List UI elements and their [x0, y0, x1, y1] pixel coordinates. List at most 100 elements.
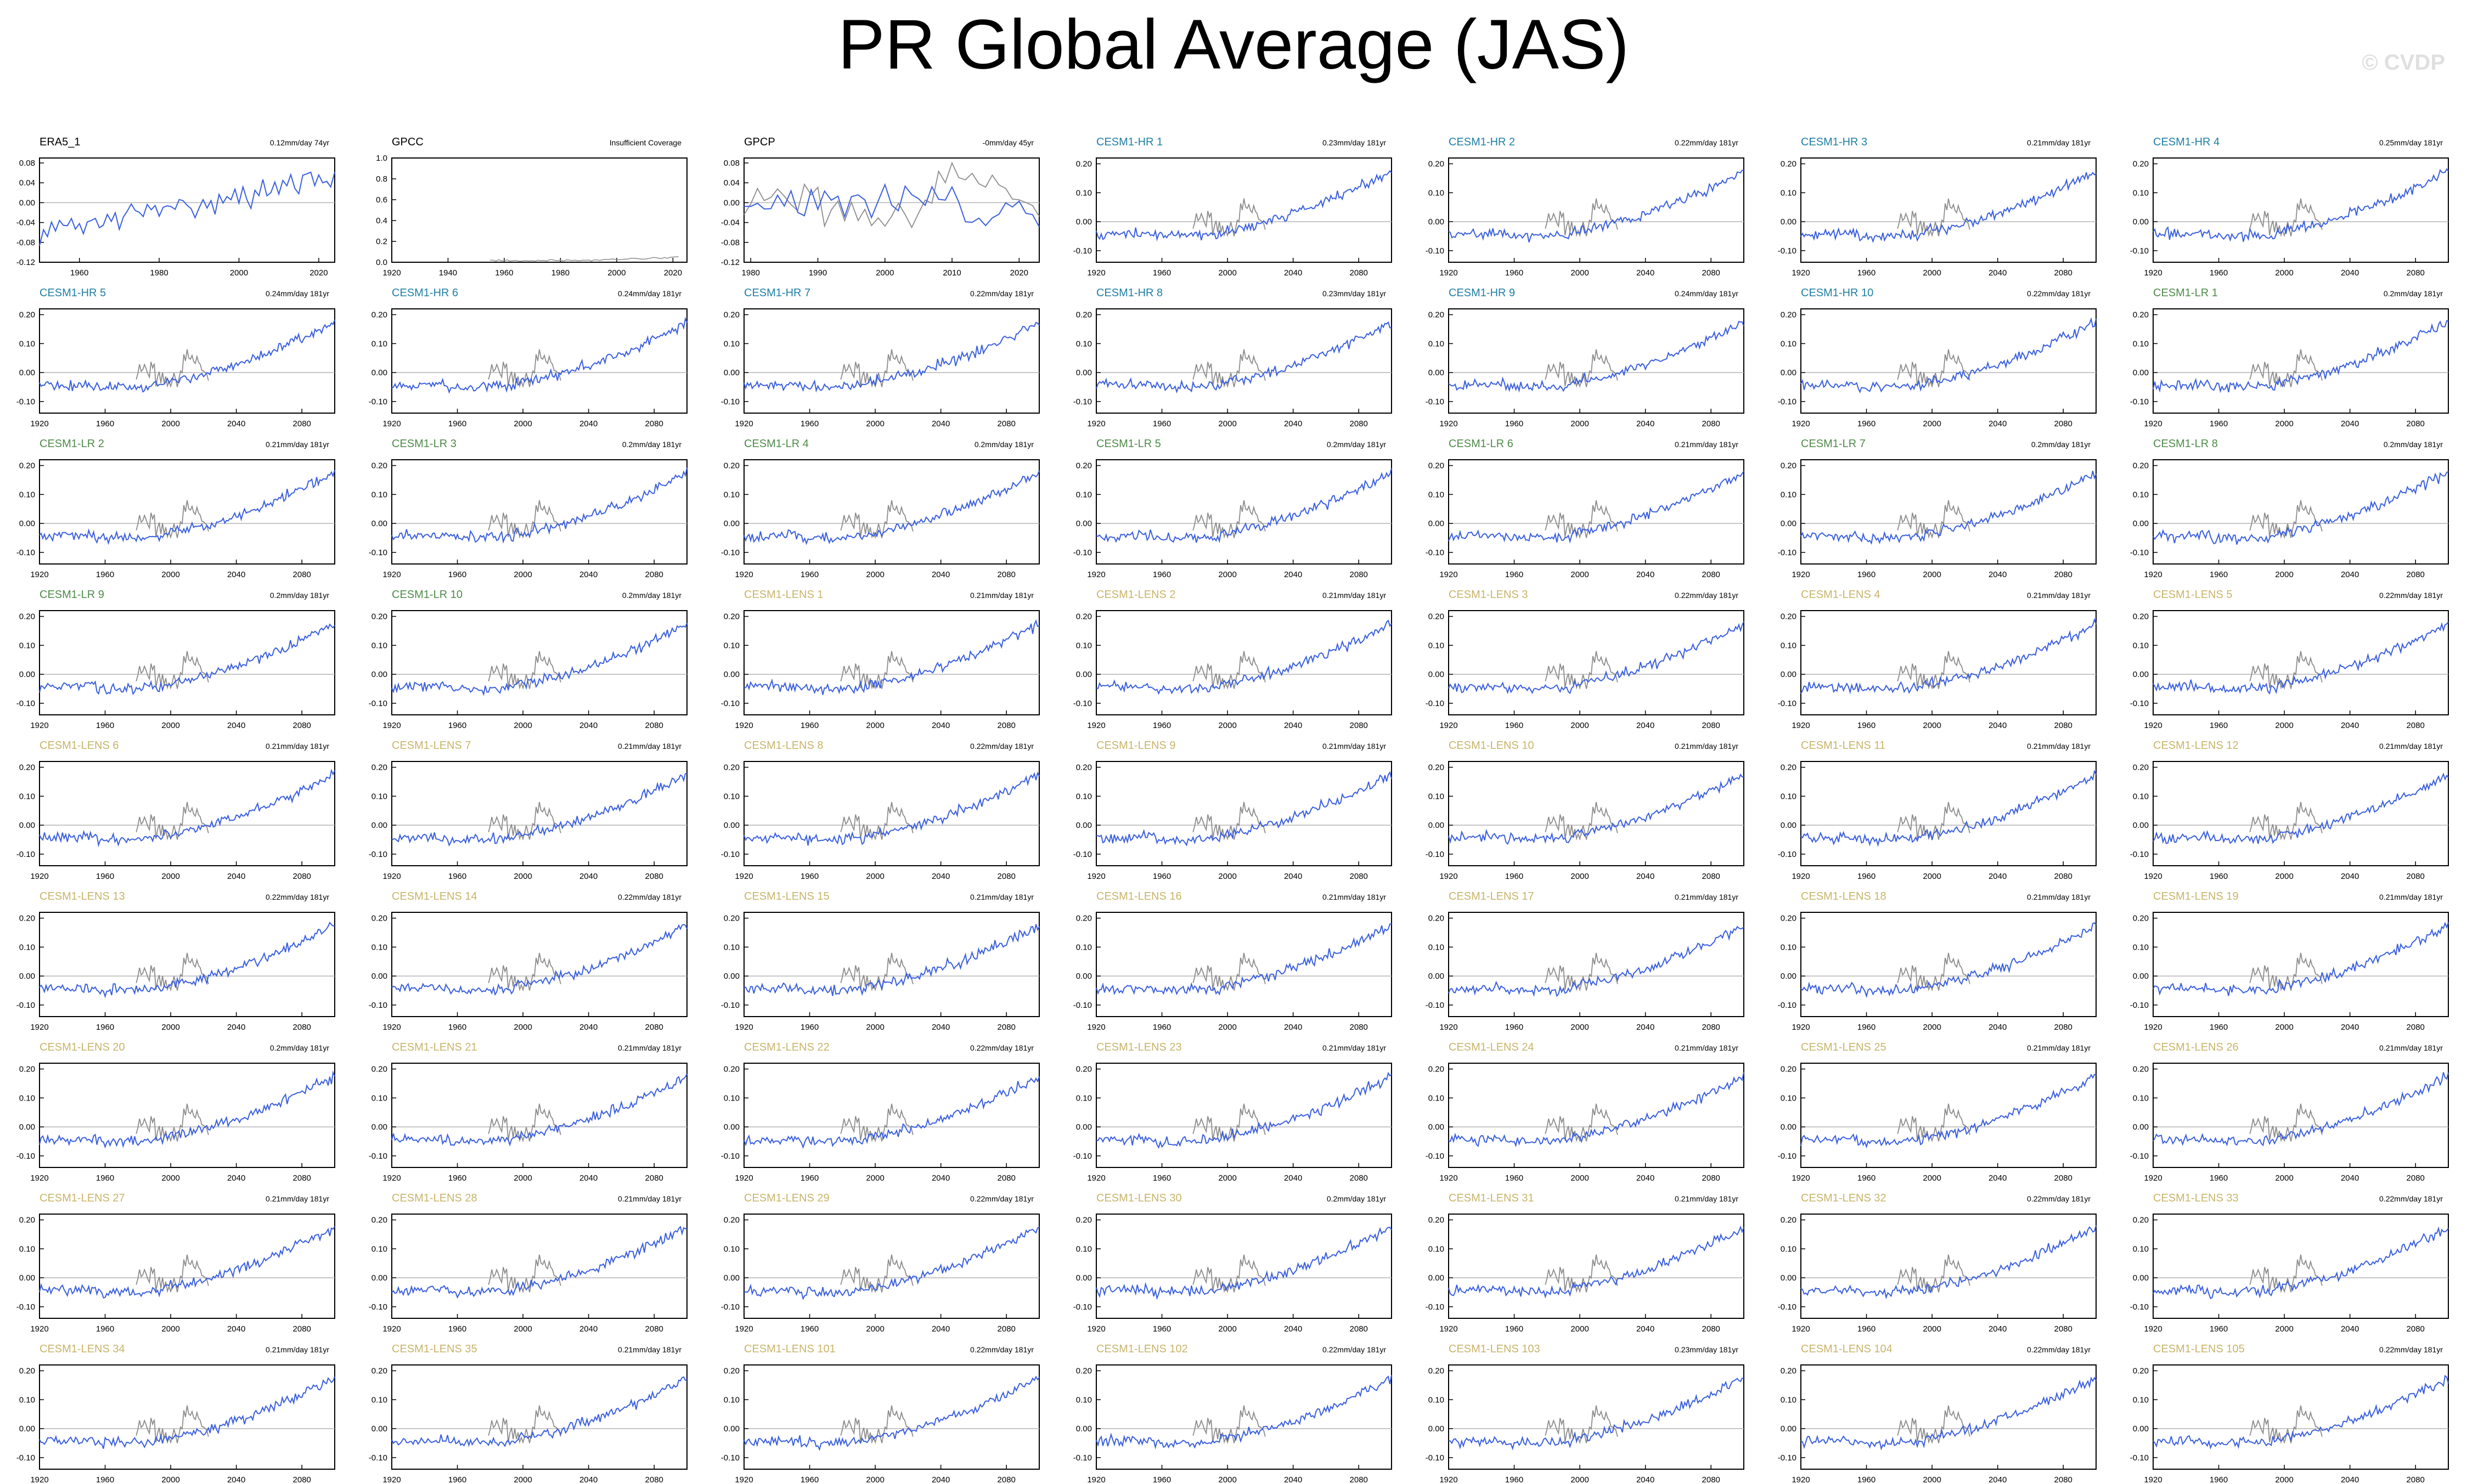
panel-title: CESM1-HR 6 [392, 287, 459, 299]
y-tick-label: 0.10 [19, 339, 35, 348]
x-tick-label: 1960 [1857, 570, 1875, 579]
x-tick-label: 2080 [2054, 1475, 2072, 1484]
plot-frame [391, 610, 688, 715]
y-tick-label: 0.10 [371, 490, 387, 499]
x-tick-label: 2080 [293, 1173, 311, 1183]
plot-frame [1800, 1214, 2097, 1319]
panel-plot: -0.10 0.00 0.10 0.20 1920 1960 2000 2040 2080 [721, 1214, 1040, 1334]
y-tick-label: 0.10 [2133, 792, 2149, 801]
observation-series-line [136, 802, 209, 841]
y-tick-label: -0.10 [369, 850, 387, 859]
panel-plot: -0.10 0.00 0.10 0.20 1920 1960 2000 2040 2080 [369, 459, 688, 579]
chart-panel: CESM1-HR 8 0.23mm/day 181yr -0.10 0.00 0.10 0… [1057, 167, 1409, 428]
y-tick-label: 0.20 [724, 1216, 740, 1225]
x-tick-label: 1920 [2144, 872, 2162, 881]
y-tick-label: 0.20 [2133, 763, 2149, 772]
panel-title: CESM1-LENS 102 [1096, 1343, 1188, 1355]
x-tick-label: 2000 [1218, 570, 1236, 579]
y-tick-label: 0.00 [1076, 217, 1092, 227]
x-tick-label: 1960 [1857, 721, 1875, 730]
model-series-line [391, 1226, 688, 1299]
panel-trend-stat: 0.22mm/day 181yr [2027, 1345, 2091, 1354]
y-tick-label: 0.6 [376, 195, 387, 205]
x-tick-label: 1920 [1792, 721, 1810, 730]
plot-frame [2153, 1214, 2449, 1319]
panel-title: CESM1-LENS 1 [744, 589, 824, 601]
panel-title: CESM1-HR 10 [1801, 287, 1874, 299]
y-tick-label: 0.20 [1428, 1367, 1444, 1376]
y-tick-label: 0.00 [2133, 1122, 2149, 1132]
x-tick-label: 1960 [1857, 1324, 1875, 1334]
model-series-line [1096, 923, 1392, 996]
x-tick-label: 1960 [448, 1475, 466, 1484]
panel-plot: -0.10 0.00 0.10 0.20 1920 1960 2000 2040 2080 [2130, 610, 2449, 730]
y-tick-label: 0.00 [1076, 972, 1092, 981]
panel-trend-stat: 0.25mm/day 181yr [2379, 138, 2443, 147]
x-tick-label: 1960 [1857, 1173, 1875, 1183]
chart-panel: CESM1-LENS 12 0.21mm/day 181yr -0.10 0.00 0.… [2114, 620, 2466, 881]
x-tick-label: 1920 [735, 570, 753, 579]
y-tick-label: -0.08 [16, 238, 35, 247]
x-tick-label: 1960 [801, 1023, 819, 1032]
y-tick-label: 0.20 [2133, 612, 2149, 622]
chart-panel: CESM1-LENS 35 0.21mm/day 181yr -0.10 0.00 0.… [352, 1223, 705, 1484]
x-tick-label: 2080 [645, 872, 663, 881]
plot-frame [1096, 308, 1392, 414]
x-tick-label: 2080 [2054, 721, 2072, 730]
x-tick-label: 2080 [2407, 419, 2425, 428]
x-tick-label: 2080 [1702, 872, 1720, 881]
x-tick-label: 1920 [30, 1324, 48, 1334]
panel-title: CESM1-LENS 17 [1449, 890, 1534, 902]
panel-trend-stat: 0.21mm/day 181yr [2027, 591, 2091, 600]
x-tick-label: 1920 [30, 1023, 48, 1032]
x-tick-label: 2000 [1218, 268, 1236, 278]
x-tick-label: 2040 [1636, 268, 1654, 278]
plot-frame [39, 308, 335, 414]
panel-title: CESM1-HR 7 [744, 287, 811, 299]
y-tick-label: -0.10 [1426, 1152, 1444, 1161]
observation-series-line [490, 256, 679, 262]
x-tick-label: 1920 [1087, 268, 1105, 278]
x-tick-label: 1960 [2210, 872, 2228, 881]
model-series-line [2153, 168, 2449, 242]
x-tick-label: 2040 [1636, 1173, 1654, 1183]
panel-title: CESM1-LENS 31 [1449, 1192, 1534, 1204]
y-tick-label: 0.10 [19, 943, 35, 952]
y-tick-label: 0.20 [371, 1367, 387, 1376]
y-tick-label: 0.00 [1076, 670, 1092, 679]
chart-panel: CESM1-LENS 33 0.22mm/day 181yr -0.10 0.00 0.… [2114, 1073, 2466, 1334]
y-tick-label: 0.20 [1076, 1216, 1092, 1225]
panel-plot: -0.10 0.00 0.10 0.20 1920 1960 2000 2040 2080 [369, 308, 688, 428]
y-tick-label: 0.10 [1428, 641, 1444, 650]
x-tick-label: 1920 [1439, 1324, 1457, 1334]
x-tick-label: 2040 [227, 872, 245, 881]
y-tick-label: 0.20 [1781, 1367, 1796, 1376]
x-tick-label: 2000 [1218, 1475, 1236, 1484]
y-tick-label: 0.20 [1076, 612, 1092, 622]
panel-plot: -0.10 0.00 0.10 0.20 1920 1960 2000 2040 2080 [16, 912, 335, 1032]
x-tick-label: 2080 [2407, 721, 2425, 730]
x-tick-label: 1920 [1087, 1475, 1105, 1484]
observation-series-line [1545, 198, 1618, 238]
x-tick-label: 2000 [1923, 1324, 1941, 1334]
panel-title: CESM1-LENS 23 [1096, 1041, 1182, 1053]
panel-title: CESM1-LENS 2 [1096, 589, 1176, 601]
x-tick-label: 2080 [1702, 570, 1720, 579]
y-tick-label: 0.08 [19, 159, 35, 168]
x-tick-label: 2020 [309, 268, 328, 278]
y-tick-label: -0.10 [2130, 699, 2149, 708]
chart-panel: CESM1-LENS 27 0.21mm/day 181yr -0.10 0.00 0.… [0, 1073, 352, 1334]
panel-plot: -0.10 0.00 0.10 0.20 1920 1960 2000 2040 2080 [1426, 1214, 1744, 1334]
x-tick-label: 2000 [866, 1324, 884, 1334]
plot-frame [1448, 1063, 1744, 1168]
panel-trend-stat: 0.21mm/day 181yr [1322, 591, 1386, 600]
y-tick-label: -0.10 [1426, 548, 1444, 557]
observation-series-line [1192, 349, 1266, 388]
model-series-line [1096, 1375, 1392, 1449]
x-tick-label: 1960 [1505, 721, 1523, 730]
x-tick-label: 1960 [1153, 419, 1171, 428]
chart-panel: CESM1-LENS 23 0.21mm/day 181yr -0.10 0.00 0.… [1057, 922, 1409, 1183]
x-tick-label: 2080 [998, 721, 1016, 730]
y-tick-label: 0.10 [19, 1244, 35, 1254]
page-title: PR Global Average (JAS) [838, 5, 1629, 84]
